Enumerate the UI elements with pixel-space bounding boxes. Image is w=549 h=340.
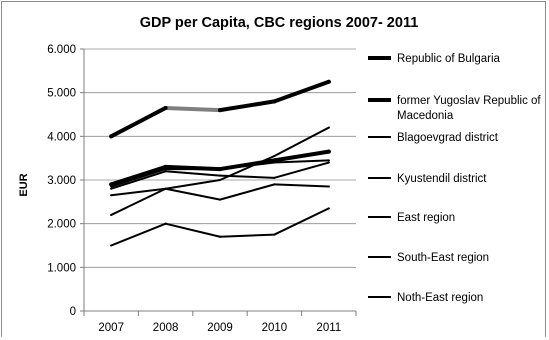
gridlines (84, 49, 356, 267)
y-tick-label: 1.000 (47, 262, 76, 274)
data-point (219, 236, 221, 238)
legend-label: Republic of Bulgaria (397, 53, 501, 65)
series-segment (111, 108, 165, 136)
data-point (219, 179, 221, 181)
series-segment (111, 169, 165, 186)
legend-label: Noth-East region (397, 292, 483, 304)
series-segment (274, 163, 328, 178)
series-segment (166, 189, 220, 200)
data-point (328, 207, 330, 209)
series-segment (220, 184, 274, 199)
data-point (327, 150, 331, 154)
data-point (328, 159, 330, 161)
legend-label: East region (397, 212, 455, 224)
x-tick-label: 2008 (153, 322, 179, 334)
legend-label: Blagoevgrad district (397, 132, 499, 144)
y-tick-label: 3.000 (47, 175, 76, 187)
x-tick-label: 2009 (207, 322, 233, 334)
data-point (273, 162, 275, 164)
y-tick-label: 6.000 (47, 44, 76, 56)
y-axis-label: EUR (18, 173, 30, 196)
data-point (110, 214, 112, 216)
data-point (164, 106, 168, 110)
series-segment (274, 82, 328, 102)
data-point (110, 194, 112, 196)
series-segment (274, 152, 328, 161)
legend-label: South-East region (397, 252, 489, 264)
legend-label: former Yugoslav Republic of Macedonia (397, 95, 541, 122)
y-tick-label: 0 (70, 306, 76, 318)
data-point (165, 188, 167, 190)
data-point (165, 223, 167, 225)
data-point (328, 127, 330, 129)
data-point (273, 177, 275, 179)
data-point (272, 99, 276, 103)
legend: Republic of Bulgaria former Yugoslav Repu… (368, 53, 541, 304)
series-segment (220, 101, 274, 110)
data-point (165, 170, 167, 172)
data-point (328, 162, 330, 164)
series-lines (109, 80, 331, 247)
y-tick-label: 2.000 (47, 219, 76, 231)
series-segment (111, 224, 165, 246)
y-tick-label: 4.000 (47, 131, 76, 143)
data-point (219, 199, 221, 201)
chart-title: GDP per Capita, CBC regions 2007- 2011 (140, 15, 419, 31)
series-segment (166, 180, 220, 189)
series-segment (166, 224, 220, 237)
data-point (327, 80, 331, 84)
series-segment (274, 184, 328, 186)
data-point (273, 183, 275, 185)
series-segment (166, 171, 220, 175)
x-tick-label: 2011 (316, 322, 341, 334)
data-point (110, 188, 112, 190)
data-point (273, 155, 275, 157)
legend-label: Kyustendil district (397, 173, 487, 185)
series-segment (274, 208, 328, 234)
data-point (219, 175, 221, 177)
data-point (328, 186, 330, 188)
data-point (110, 245, 112, 247)
series-segment (220, 235, 274, 237)
data-point (165, 168, 167, 170)
data-point (110, 186, 112, 188)
series-segment (166, 108, 220, 110)
y-tick-label: 5.000 (47, 88, 76, 100)
data-point (109, 134, 113, 138)
x-tick-label: 2007 (98, 322, 124, 334)
data-point (219, 168, 221, 170)
data-point (218, 108, 222, 112)
data-point (273, 234, 275, 236)
series-segment (111, 167, 165, 184)
x-tick-label: 2010 (262, 322, 288, 334)
